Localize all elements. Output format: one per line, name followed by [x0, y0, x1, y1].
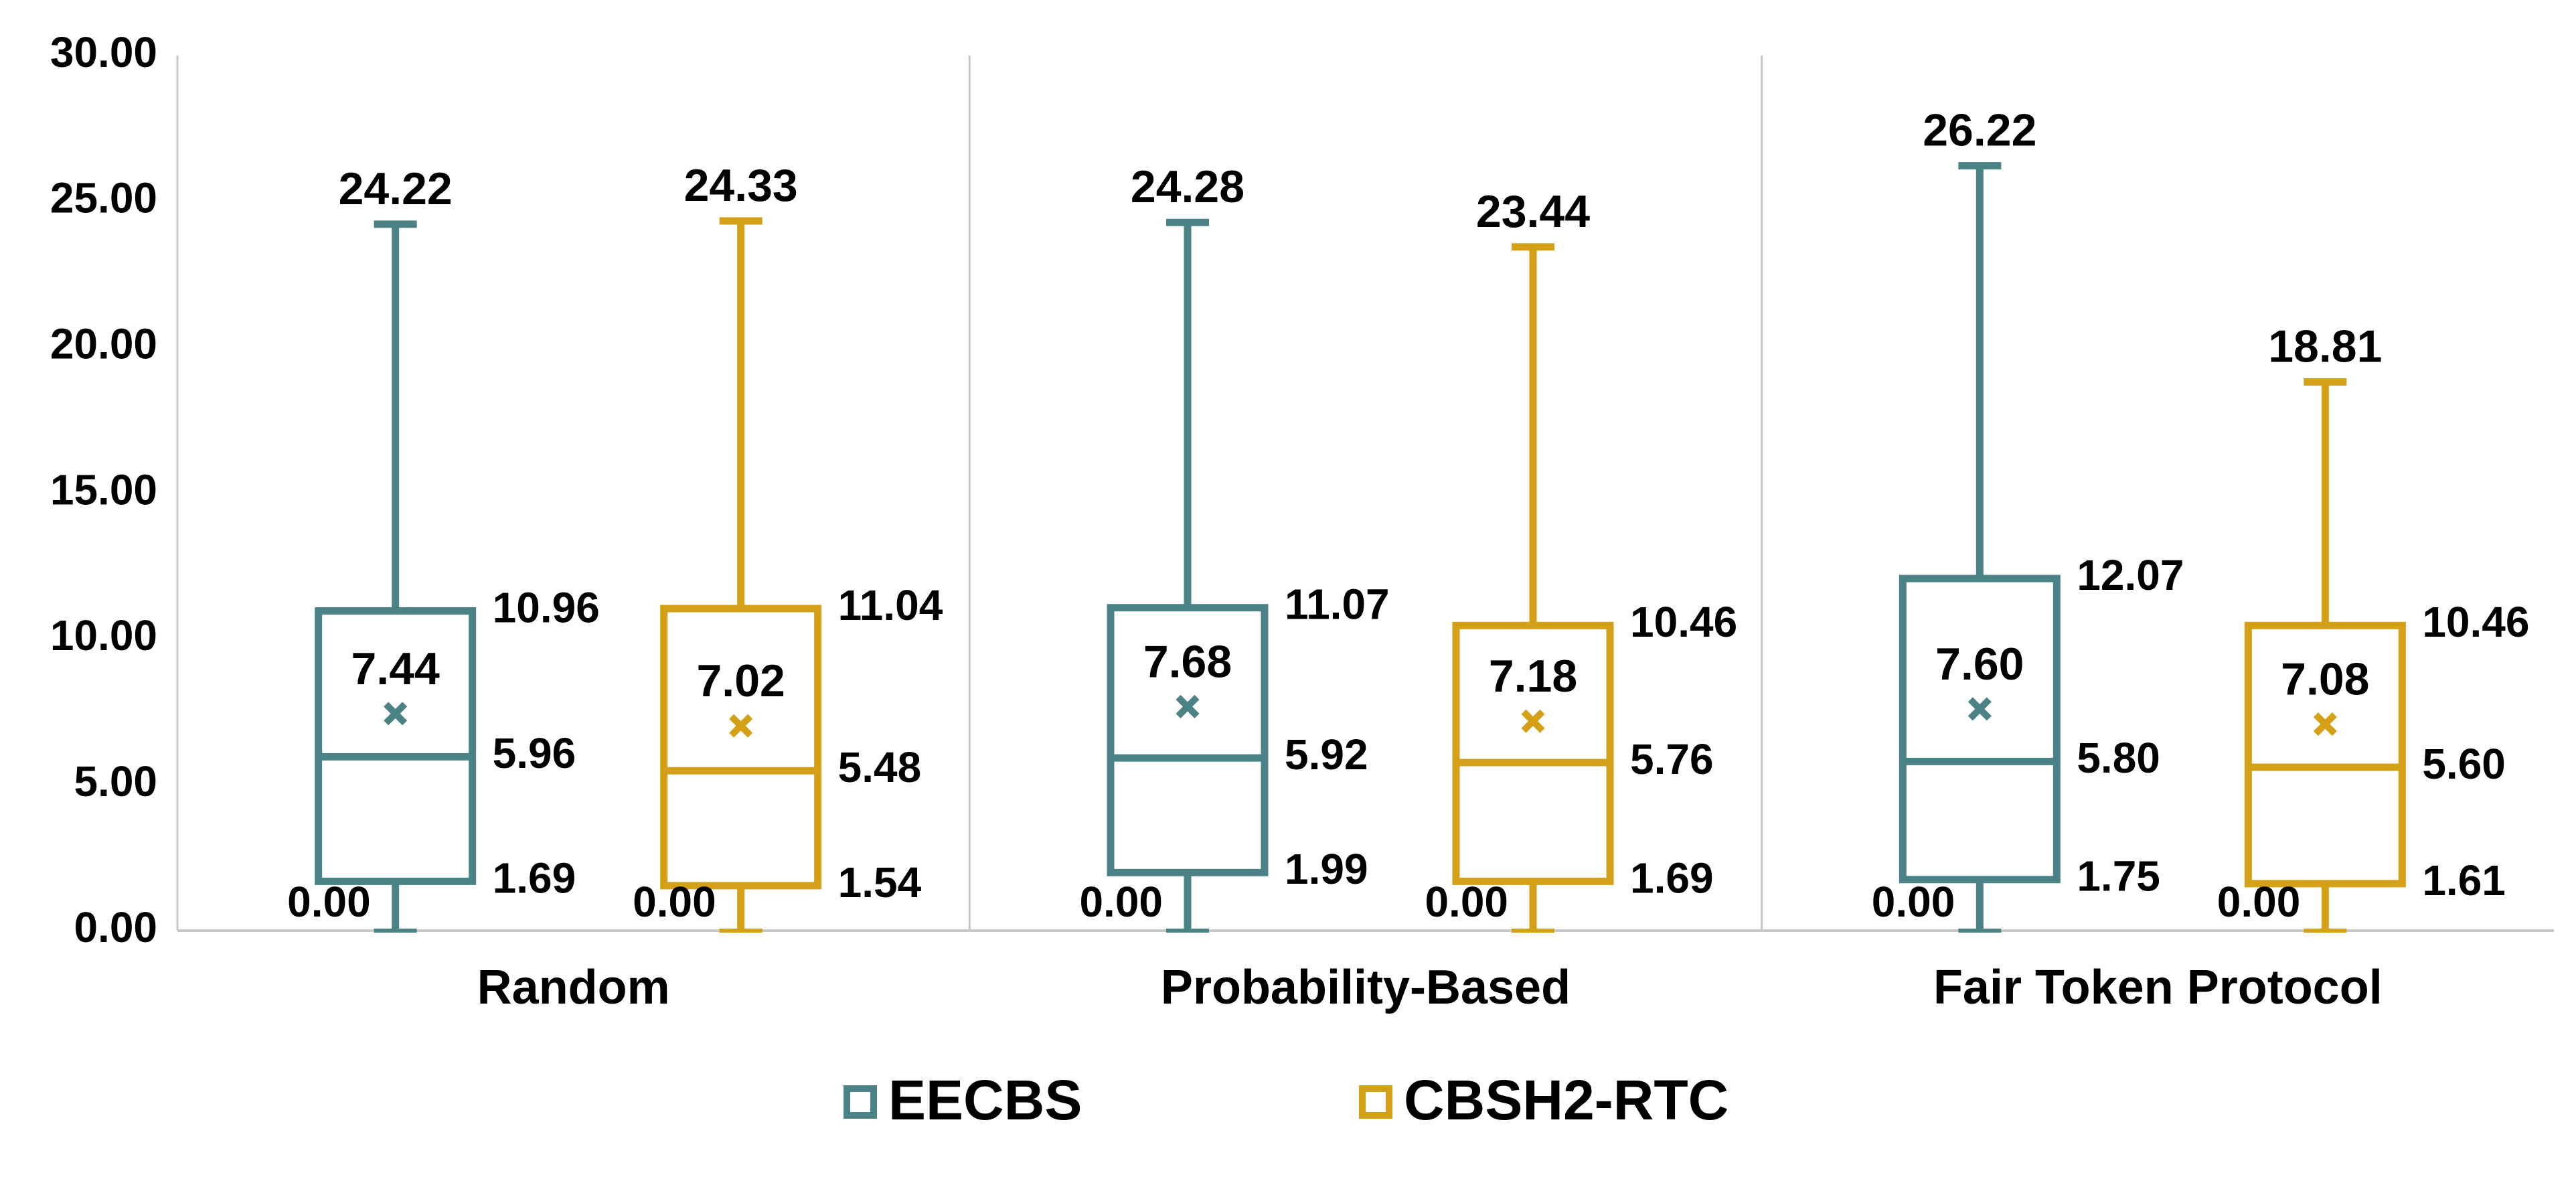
data-label-q3: 10.46: [1630, 598, 1737, 646]
legend-swatch: [843, 1085, 877, 1119]
data-label-q3: 11.07: [1285, 580, 1390, 629]
box-cbsh2-rtc-1: 23.44 10.46 7.18 5.76 1.69 0.00: [1425, 186, 1737, 933]
data-label-min: 0.00: [287, 878, 371, 926]
box-iqr: [1107, 604, 1269, 876]
data-label-max: 24.33: [684, 160, 798, 211]
data-label-q1: 1.54: [838, 858, 922, 907]
box-cbsh2-rtc-0: 24.33 11.04 7.02 5.48 1.54 0.00: [633, 160, 943, 933]
data-label-q1: 1.99: [1285, 845, 1368, 893]
box-iqr: [2244, 621, 2406, 888]
legend-swatch: [1359, 1085, 1392, 1119]
mean-marker: [1521, 709, 1545, 733]
data-label-q1: 1.69: [1630, 854, 1714, 902]
y-tick-label: 5.00: [74, 757, 157, 805]
y-tick-label: 15.00: [50, 465, 157, 514]
data-label-min: 0.00: [1079, 878, 1163, 926]
y-tick-label: 25.00: [50, 174, 157, 222]
box-iqr: [1452, 621, 1614, 885]
data-label-median: 5.80: [2077, 734, 2160, 782]
box-iqr: [660, 605, 822, 890]
data-label-median: 5.48: [838, 743, 922, 791]
y-tick-label: 20.00: [50, 320, 157, 368]
data-label-q3: 11.04: [838, 581, 943, 629]
y-tick-label: 10.00: [50, 611, 157, 659]
data-label-mean: 7.68: [1143, 636, 1232, 687]
data-label-q3: 10.96: [493, 583, 600, 631]
data-label-max: 26.22: [1923, 105, 2036, 156]
data-label-median: 5.96: [493, 729, 576, 777]
data-label-max: 23.44: [1476, 186, 1590, 237]
box-eecbs-2: 26.22 12.07 7.60 5.80 1.75 0.00: [1872, 105, 2184, 933]
box-cbsh2-rtc-2: 18.81 10.46 7.08 5.60 1.61 0.00: [2217, 321, 2529, 933]
mean-marker: [2313, 712, 2337, 736]
mean-marker: [384, 702, 408, 726]
data-label-mean: 7.44: [351, 643, 440, 694]
data-label-q3: 10.46: [2422, 598, 2529, 646]
data-label-median: 5.76: [1630, 735, 1714, 783]
data-label-max: 18.81: [2268, 321, 2382, 372]
data-label-min: 0.00: [2217, 878, 2301, 926]
box-eecbs-1: 24.28 11.07 7.68 5.92 1.99 0.00: [1079, 161, 1390, 933]
y-tick-label: 0.00: [74, 903, 157, 951]
data-label-mean: 7.18: [1489, 651, 1577, 702]
box-eecbs-0: 24.22 10.96 7.44 5.96 1.69 0.00: [287, 163, 600, 933]
legend-label: EECBS: [888, 1069, 1082, 1131]
data-label-q1: 1.61: [2422, 856, 2506, 905]
legend-item-cbsh2-rtc: CBSH2-RTC: [1359, 1069, 1728, 1131]
y-tick-label: 30.00: [50, 28, 157, 76]
data-label-mean: 7.60: [1935, 639, 2024, 690]
data-label-min: 0.00: [633, 878, 716, 926]
x-category-label: Probability-Based: [1161, 961, 1571, 1014]
legend-label: CBSH2-RTC: [1404, 1069, 1728, 1131]
box-iqr: [315, 607, 477, 885]
data-label-min: 0.00: [1872, 878, 1955, 926]
legend-item-eecbs: EECBS: [843, 1069, 1082, 1131]
data-label-median: 5.92: [1285, 730, 1368, 779]
mean-marker: [1967, 697, 1992, 721]
x-category-label: Fair Token Protocol: [1933, 961, 2383, 1014]
data-label-mean: 7.08: [2281, 654, 2369, 705]
x-category-label: Random: [477, 961, 670, 1014]
data-label-max: 24.28: [1131, 161, 1244, 212]
data-label-q1: 1.75: [2077, 852, 2160, 900]
data-label-min: 0.00: [1425, 878, 1508, 926]
data-label-median: 5.60: [2422, 740, 2506, 788]
data-label-q3: 12.07: [2077, 551, 2184, 599]
data-label-q1: 1.69: [493, 854, 576, 902]
mean-marker: [729, 714, 753, 738]
data-label-max: 24.22: [339, 163, 453, 214]
data-label-mean: 7.02: [696, 655, 785, 706]
mean-marker: [1176, 694, 1200, 718]
box-iqr: [1899, 574, 2061, 884]
